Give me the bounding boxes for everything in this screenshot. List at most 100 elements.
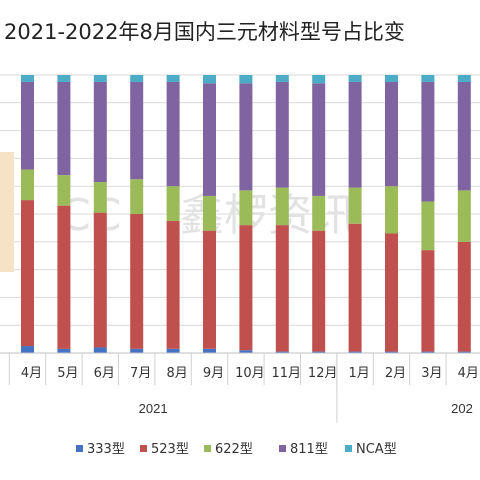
bar-segment	[203, 195, 216, 231]
bar-segment	[239, 350, 253, 353]
legend-swatch	[76, 445, 83, 452]
legend-swatch	[140, 445, 147, 452]
x-tick-label: 4月	[458, 366, 479, 381]
bar-segment	[385, 351, 398, 353]
watermark-block-left	[0, 152, 14, 272]
bar-segment	[93, 75, 107, 82]
legend-label: 622型	[215, 442, 253, 457]
bar-segment	[130, 81, 144, 180]
bar-segment	[166, 81, 180, 187]
bar-segment	[239, 75, 253, 84]
legend-label: 811型	[290, 442, 328, 457]
bar-segment	[166, 220, 180, 349]
bar-segment	[457, 351, 471, 353]
bar-segment	[421, 81, 435, 202]
bar-segment	[239, 190, 253, 226]
bar-segment	[457, 190, 471, 242]
bar-segment	[57, 348, 71, 353]
x-tick-label: 10月	[235, 366, 265, 381]
bar-segment	[421, 75, 435, 82]
bar-segment	[348, 187, 362, 224]
bar-segment	[130, 75, 144, 82]
bars	[21, 75, 471, 353]
x-tick-label: 3月	[421, 366, 442, 381]
bar-segment	[203, 348, 216, 353]
bar-segment	[57, 175, 71, 206]
bar-segment	[21, 81, 34, 170]
bar-segment	[275, 187, 289, 226]
bar-segment	[312, 195, 326, 231]
legend-item: 333型	[76, 442, 125, 457]
bar-segment	[348, 81, 362, 188]
bar-segment	[312, 75, 326, 84]
bar-segment	[21, 169, 34, 201]
bar-segment	[203, 75, 216, 84]
bar-segment	[385, 186, 398, 234]
legend-item: 811型	[279, 442, 328, 457]
bar-segment	[312, 351, 326, 353]
x-tick-label: 2月	[385, 366, 406, 381]
bar-segment	[239, 83, 253, 191]
bar-segment	[166, 348, 180, 353]
bar-segment	[130, 348, 144, 353]
x-tick-label: 11月	[272, 366, 302, 381]
legend-label: NCA型	[356, 442, 397, 457]
bar-segment	[457, 81, 471, 191]
bar-segment	[275, 225, 289, 352]
x-tick-label: 1月	[348, 366, 369, 381]
bar-segment	[93, 81, 107, 183]
chart-title: 2021-2022年8月国内三元材料型号占比变	[4, 20, 405, 44]
bar-segment	[203, 230, 216, 349]
x-tick-label: 8月	[166, 366, 187, 381]
year-label: 202	[451, 401, 473, 416]
x-tick-label: 4月	[21, 366, 42, 381]
bar-segment	[275, 75, 289, 82]
bar-segment	[93, 347, 107, 353]
bar-segment	[21, 75, 34, 82]
bar-segment	[21, 346, 34, 353]
bar-segment	[57, 205, 71, 349]
bar-segment	[385, 233, 398, 352]
bar-segment	[275, 351, 289, 353]
legend-label: 523型	[151, 442, 189, 457]
bar-segment	[348, 223, 362, 352]
x-tick-label: 7月	[130, 366, 151, 381]
bar-segment	[166, 186, 180, 221]
bar-segment	[130, 179, 144, 214]
bar-segment	[457, 241, 471, 352]
bar-segment	[385, 75, 398, 82]
bar-segment	[166, 75, 180, 82]
x-tick-label: 9月	[203, 366, 224, 381]
legend-item: 523型	[140, 442, 189, 457]
bar-segment	[275, 81, 289, 188]
legend-item: 622型	[204, 442, 253, 457]
bar-segment	[130, 214, 144, 349]
bar-segment	[57, 75, 71, 82]
x-tick-label: 5月	[57, 366, 78, 381]
bar-segment	[421, 250, 435, 352]
x-tick-label: 12月	[308, 366, 338, 381]
bar-segment	[21, 200, 34, 347]
bar-segment	[348, 75, 362, 82]
x-tick-label: 6月	[94, 366, 115, 381]
legend: 333型 523型 622型 811型 NCA型	[76, 442, 397, 457]
year-label: 2021	[139, 401, 168, 416]
bar-segment	[385, 81, 398, 187]
legend-item: NCA型	[345, 442, 397, 457]
bar-segment	[57, 81, 71, 176]
bar-segment	[203, 83, 216, 196]
bar-segment	[93, 212, 107, 348]
legend-label: 333型	[87, 442, 125, 457]
category-axis: 4月 5月 6月 7月 8月 9月 10月 11月 12月 1月 2月 3月 4月 2021 202	[0, 352, 480, 423]
legend-swatch	[345, 445, 352, 452]
bar-segment	[312, 230, 326, 352]
bar-segment	[239, 225, 253, 351]
bar-segment	[421, 201, 435, 251]
legend-swatch	[204, 445, 211, 452]
bar-segment	[93, 182, 107, 213]
legend-swatch	[279, 445, 286, 452]
bar-segment	[457, 75, 471, 82]
bar-segment	[312, 83, 326, 196]
bar-segment	[348, 351, 362, 353]
